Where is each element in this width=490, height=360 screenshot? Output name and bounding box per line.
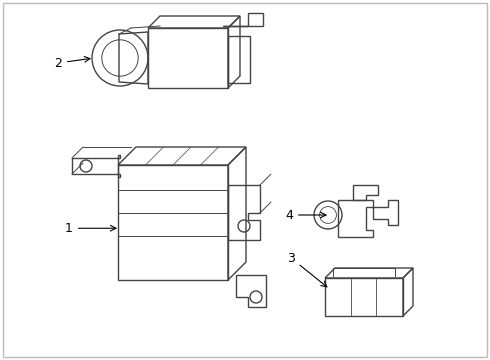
Text: 1: 1 [65, 222, 116, 235]
Text: 4: 4 [285, 208, 326, 221]
Text: 3: 3 [287, 252, 327, 287]
Text: 2: 2 [54, 57, 90, 69]
